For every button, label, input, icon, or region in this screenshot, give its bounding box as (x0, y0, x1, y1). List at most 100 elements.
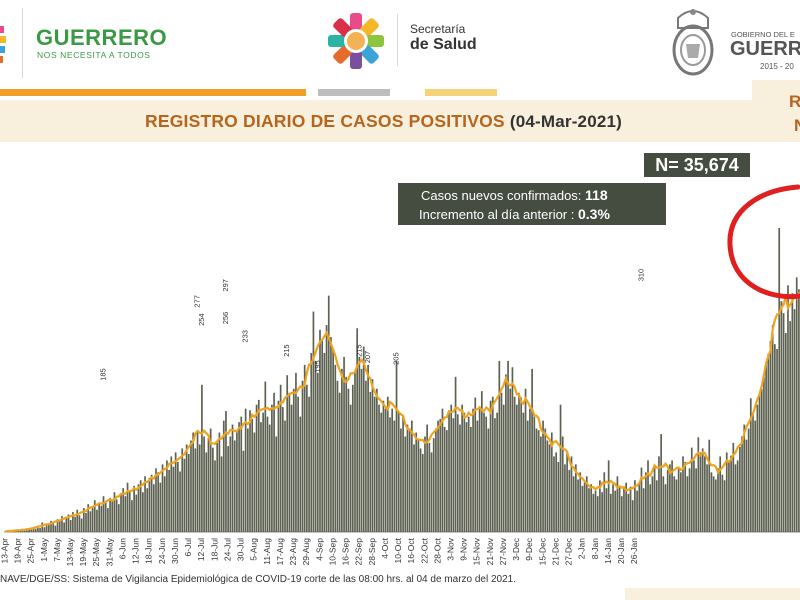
bar (358, 356, 361, 532)
bar-series (6, 228, 800, 532)
new-cases-value: 118 (585, 187, 608, 203)
source-footnote: NAVE/DGE/SS: Sistema de Vigilancia Epide… (0, 574, 517, 585)
x-tick-label: 27-Dec (564, 537, 574, 565)
chart-title-main: REGISTRO DIARIO DE CASOS POSITIVOS (145, 111, 505, 131)
bar (56, 519, 59, 532)
peak-label: 233 (241, 330, 250, 343)
bar (196, 430, 199, 532)
bar (80, 518, 83, 532)
bar (142, 492, 144, 532)
bar (782, 313, 785, 532)
bar (275, 436, 278, 532)
bar (301, 380, 304, 532)
bar (728, 461, 730, 532)
bar (349, 404, 352, 532)
x-tick-label: 18-Jun (144, 538, 154, 564)
bar (502, 404, 505, 532)
accent-bar-orange (0, 89, 306, 96)
bar (507, 360, 509, 532)
bar (137, 484, 140, 532)
bar (443, 426, 446, 532)
bar (126, 482, 129, 532)
bar (572, 476, 575, 532)
bar (734, 464, 737, 532)
bar (550, 432, 553, 532)
bar (69, 520, 72, 532)
bar (496, 412, 498, 532)
bar (325, 325, 328, 532)
bar (642, 488, 645, 532)
x-tick-label: 24-Jul (222, 538, 232, 561)
x-tick-label: 31-May (104, 537, 114, 566)
bar (242, 450, 245, 532)
bar (793, 309, 796, 532)
bar (148, 477, 151, 532)
bar (677, 466, 680, 532)
bar (454, 376, 457, 532)
bar (697, 437, 700, 532)
gobierno-name: GUERR (730, 38, 800, 60)
x-tick-label: 4-Sep (314, 538, 324, 561)
bar (515, 404, 518, 532)
bar (155, 468, 157, 532)
total-cases-box: N= 35,674 (644, 153, 750, 177)
side-panel-letter-r: R (789, 92, 800, 111)
bar (91, 506, 94, 532)
x-tick-label: 5-Aug (249, 538, 259, 561)
bar (299, 416, 302, 532)
bar (336, 380, 339, 532)
bar (111, 500, 114, 532)
bar (542, 420, 544, 532)
bar (612, 484, 614, 532)
bar (225, 411, 227, 532)
bar (341, 368, 343, 532)
bar (566, 452, 568, 532)
bar (284, 420, 286, 532)
bar (450, 404, 453, 532)
bar (262, 412, 264, 532)
peak-label: 254 (197, 313, 206, 326)
bar (592, 493, 595, 532)
bar (133, 485, 135, 532)
peak-labels: 185277254297256233215195215207205382310 (98, 211, 645, 380)
bar (411, 420, 413, 532)
bar (319, 329, 321, 532)
bar (312, 311, 315, 532)
bar (58, 520, 61, 532)
bar (603, 472, 606, 532)
x-tick-label: 9-Dec (524, 537, 534, 560)
bar (487, 428, 490, 532)
bar (316, 372, 319, 532)
bar (719, 456, 722, 532)
x-tick-label: 2-Jan (577, 538, 587, 560)
bar (43, 527, 46, 532)
bar (367, 364, 369, 532)
bar (570, 456, 573, 532)
x-tick-label: 12-Jun (131, 538, 141, 564)
bar (620, 496, 623, 532)
bar (480, 391, 483, 532)
bar (561, 436, 564, 532)
bar (426, 424, 428, 532)
bar (505, 374, 507, 532)
bar (146, 488, 149, 532)
x-tick-label: 18-Jul (209, 538, 219, 561)
bar (288, 392, 291, 532)
x-tick-label: 13-Apr (0, 538, 9, 564)
bar (688, 468, 691, 532)
bar (244, 408, 247, 532)
bar (183, 458, 186, 532)
peak-label: 310 (636, 269, 645, 282)
bar (494, 418, 496, 532)
new-cases-label: Casos nuevos confirmados: (421, 188, 586, 203)
bar (472, 408, 474, 532)
x-tick-label: 28-Oct (432, 537, 442, 563)
bar (682, 456, 684, 532)
bar (435, 428, 437, 532)
bar (76, 509, 79, 532)
bar (345, 376, 348, 532)
bar (334, 364, 337, 532)
bar (253, 432, 256, 532)
bar (174, 452, 177, 532)
bar (351, 384, 354, 532)
